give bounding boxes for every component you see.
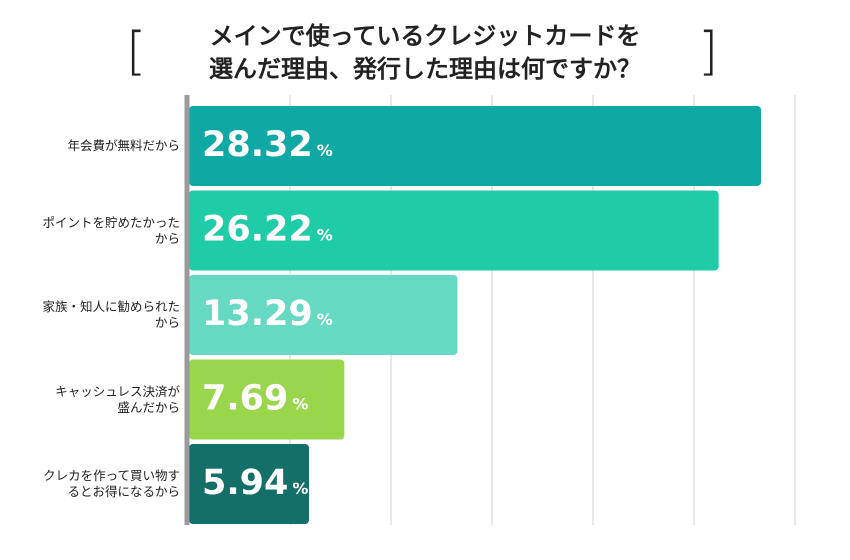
bar-value-number: 28.32 bbox=[202, 125, 313, 165]
bar-value-label: 7.69% bbox=[202, 379, 308, 419]
bar bbox=[189, 444, 309, 524]
bar bbox=[189, 359, 345, 440]
category-label: 年会費が無料だから bbox=[67, 138, 180, 153]
bar bbox=[189, 275, 458, 355]
bar bbox=[189, 106, 762, 186]
category-label: キャッシュレス決済が 盛んだから bbox=[55, 383, 180, 415]
bar-value-unit: % bbox=[317, 226, 333, 245]
bar-value-number: 26.22 bbox=[202, 210, 313, 250]
chart-title: メインで使っているクレジットカードを 選んだ理由、発行した理由は何ですか？ bbox=[209, 22, 641, 83]
bar-value-label: 5.94% bbox=[202, 463, 308, 503]
bar-value-label: 28.32% bbox=[202, 125, 333, 165]
bar-value-number: 7.69 bbox=[202, 379, 288, 419]
bar-value-unit: % bbox=[317, 310, 333, 329]
bar-value-unit: % bbox=[292, 479, 308, 498]
category-label: クレカを作って買い物す るとお得になるから bbox=[43, 468, 180, 499]
bar-value-label: 13.29% bbox=[202, 294, 333, 334]
bar-value-number: 5.94 bbox=[202, 463, 288, 503]
bar-value-number: 13.29 bbox=[202, 294, 313, 334]
bar-value-unit: % bbox=[292, 395, 308, 414]
title-bracket-left: [ bbox=[126, 22, 147, 82]
title-bracket-right: ] bbox=[698, 22, 719, 82]
bar bbox=[189, 190, 719, 271]
category-label: ポイントを貯めたかった から bbox=[42, 214, 180, 246]
category-label: 家族・知人に勧められた から bbox=[42, 299, 180, 330]
bar-value-unit: % bbox=[317, 141, 333, 160]
chart-title-area: [ メインで使っているクレジットカードを 選んだ理由、発行した理由は何ですか？ … bbox=[0, 0, 850, 95]
bar-value-label: 26.22% bbox=[202, 210, 333, 250]
